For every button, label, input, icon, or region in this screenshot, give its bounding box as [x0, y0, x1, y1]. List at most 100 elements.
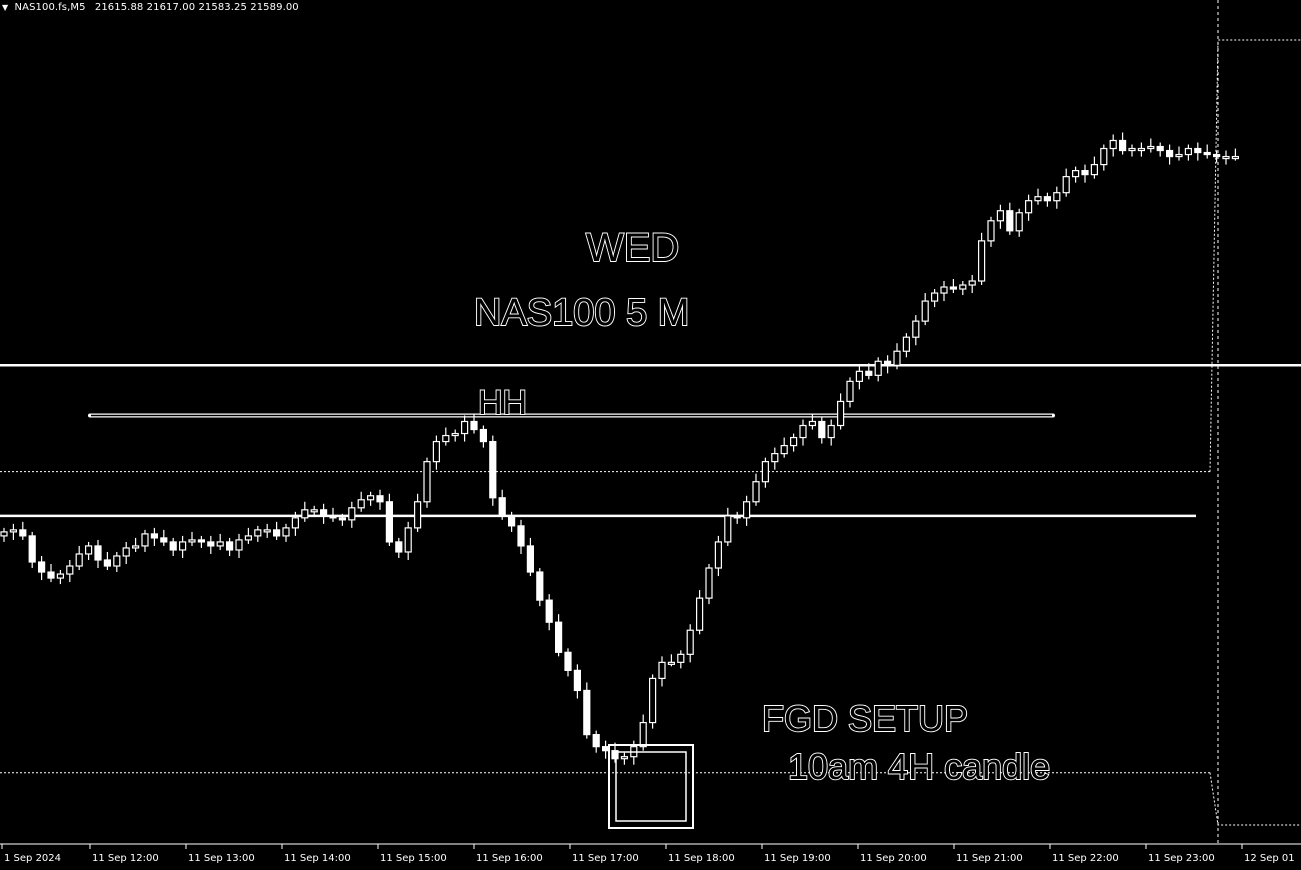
candle-body — [1212, 153, 1221, 158]
x-tick-label: 11 Sep 22:00 — [1052, 853, 1119, 864]
candle-body — [9, 529, 17, 533]
candle-body — [263, 529, 271, 533]
candle-body — [254, 529, 262, 537]
candle-body — [329, 515, 337, 519]
candle-body — [1043, 196, 1052, 202]
candle-body — [592, 734, 600, 748]
candle-body — [0, 531, 8, 537]
candle-body — [1128, 147, 1136, 152]
candles — [0, 132, 1240, 765]
candle-body — [37, 561, 46, 573]
setup-box-inner — [615, 751, 687, 822]
candle-body — [122, 547, 130, 557]
candle-body — [310, 509, 318, 513]
setup-box-outer — [608, 744, 694, 829]
candle-body — [1034, 196, 1042, 202]
x-tick-label: 11 Sep 13:00 — [188, 853, 255, 864]
level-lines — [0, 39, 1301, 826]
candle-body — [808, 420, 817, 427]
chart-header: ▼ NAS100.fs,M5 21615.88 21617.00 21583.2… — [2, 2, 299, 13]
candle-body — [1071, 170, 1080, 178]
candle-body — [1006, 210, 1014, 232]
candle-body — [1100, 147, 1108, 166]
candle-body — [517, 525, 525, 547]
candle-body — [169, 541, 177, 551]
candle-body — [761, 461, 770, 483]
candle-body — [338, 517, 346, 521]
candle-body — [291, 517, 299, 529]
candle-body — [977, 240, 986, 282]
candle-body — [1137, 147, 1146, 152]
dotted-lower-level-extension — [1209, 772, 1301, 826]
candle-body — [207, 541, 215, 547]
candle-body — [1024, 200, 1033, 214]
candle-body — [1090, 163, 1099, 176]
candle-body — [883, 360, 892, 366]
candle-body — [1156, 145, 1164, 152]
candle-body — [752, 481, 760, 503]
candle-body — [132, 545, 140, 549]
candle-body — [28, 535, 36, 563]
candle-body — [836, 400, 845, 427]
candle-body — [244, 535, 252, 541]
x-tick-label: 11 Sep 16:00 — [476, 853, 543, 864]
candle-body — [855, 370, 864, 382]
candle-body — [799, 424, 807, 439]
candle-body — [150, 533, 158, 539]
x-tick-label: 11 Sep 15:00 — [380, 853, 447, 864]
candle-body — [968, 280, 976, 286]
candle-body — [451, 432, 459, 437]
candle-body — [564, 651, 572, 671]
candle-body — [724, 515, 732, 543]
candle-body — [1203, 151, 1211, 156]
candle-body — [846, 380, 854, 403]
candle-body — [818, 420, 826, 439]
candle-body — [554, 621, 563, 653]
candle-body — [320, 509, 328, 517]
candle-body — [376, 495, 384, 503]
candle-body — [423, 461, 431, 503]
candle-body — [771, 453, 779, 463]
candle-body — [461, 420, 469, 435]
candle-body — [1062, 176, 1070, 194]
setup-box — [608, 744, 694, 829]
candle-body — [705, 567, 713, 599]
candle-body — [526, 545, 535, 573]
candle-body — [479, 428, 487, 443]
candle-body — [667, 661, 676, 665]
candle-body — [226, 541, 234, 551]
candle-body — [357, 499, 365, 509]
candle-body — [348, 507, 356, 521]
candle-body — [56, 573, 65, 579]
candle-body — [282, 527, 290, 537]
candle-body — [583, 689, 591, 736]
candle-body — [508, 515, 516, 527]
candle-body — [1222, 155, 1230, 160]
candle-body — [489, 440, 497, 499]
symbol-label: NAS100.fs,M5 — [14, 2, 86, 13]
candle-body — [865, 370, 873, 376]
dropdown-icon[interactable]: ▼ — [2, 3, 9, 12]
candle-body — [235, 539, 243, 551]
candle-body — [442, 434, 450, 443]
x-tick-label: 11 Sep 18:00 — [668, 853, 735, 864]
candle-body — [874, 360, 882, 376]
candle-body — [470, 420, 478, 431]
x-tick-label: 11 Sep 17:00 — [572, 853, 639, 864]
candle-body — [141, 533, 149, 547]
candle-body — [84, 545, 93, 555]
candle-body — [197, 539, 205, 543]
candle-body — [959, 284, 967, 290]
candle-body — [714, 541, 723, 569]
candle-body — [648, 677, 657, 724]
candle-body — [827, 424, 835, 439]
candle-body — [113, 555, 121, 567]
candle-body — [66, 565, 74, 575]
candle-body — [601, 746, 610, 752]
ohlc-label: 21615.88 21617.00 21583.25 21589.00 — [94, 2, 299, 13]
candle-body — [301, 509, 309, 519]
candle-body — [395, 541, 403, 553]
candle-body — [179, 541, 187, 551]
candle-body — [273, 529, 281, 537]
